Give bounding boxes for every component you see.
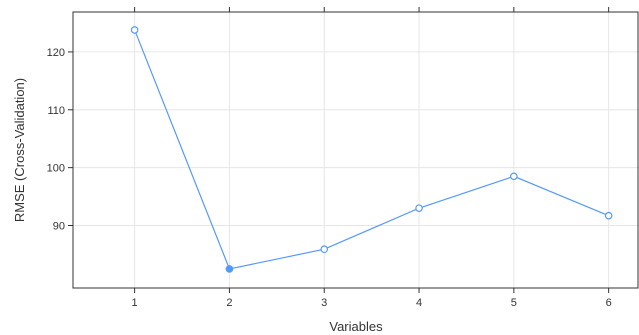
series-line xyxy=(134,29,609,270)
plot-frame xyxy=(72,11,639,289)
y-axis-label: RMSE (Cross-Validation) xyxy=(12,78,27,222)
data-point xyxy=(604,211,613,220)
y-tick-label: 90 xyxy=(53,221,65,233)
series-group xyxy=(130,26,613,273)
data-point xyxy=(415,204,423,212)
data-point xyxy=(320,245,329,254)
x-tick-label: 6 xyxy=(606,297,612,309)
y-tick-label: 110 xyxy=(47,105,65,117)
y-tick-label: 100 xyxy=(47,163,65,175)
x-tick-label: 3 xyxy=(321,297,327,309)
x-tick-label: 4 xyxy=(416,297,422,309)
axis-ticks: 1 2 3 4 5 6 90 100 110 120 xyxy=(47,7,612,309)
x-tick-label: 2 xyxy=(226,297,232,309)
data-point xyxy=(130,26,139,34)
x-tick-label: 1 xyxy=(132,297,138,309)
data-point xyxy=(510,172,518,181)
x-tick-label: 5 xyxy=(511,297,517,309)
grid-lines xyxy=(73,12,639,288)
x-axis-label: Variables xyxy=(329,319,383,334)
y-tick-label: 120 xyxy=(47,47,65,59)
data-point-selected xyxy=(225,265,234,273)
